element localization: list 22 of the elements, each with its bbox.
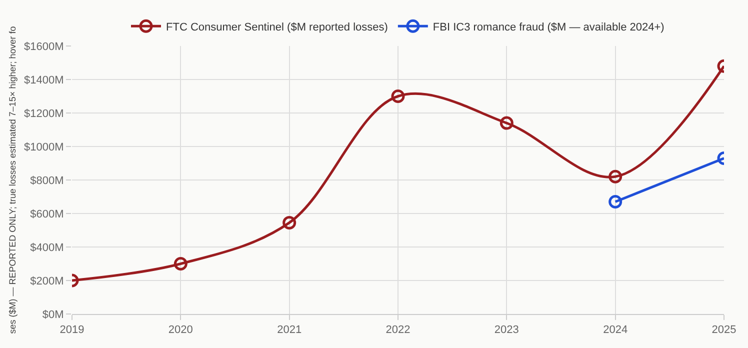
point [391, 90, 405, 103]
point [282, 216, 296, 230]
y-tick-label: $1400M [24, 74, 64, 86]
legend-label: FTC Consumer Sentinel ($M reported losses) [166, 21, 388, 34]
point [500, 116, 514, 130]
y-tick-label: $200M [30, 275, 64, 288]
y-tick-label: $1200M [24, 108, 64, 120]
y-tick-label: $1600M [24, 40, 64, 53]
x-tick-label: 2022 [386, 324, 410, 336]
y-tick-label: $0M [42, 308, 64, 321]
y-tick-label: $1000M [24, 141, 64, 154]
x-tick-label: 2025 [712, 324, 736, 336]
y-tick-label: $400M [30, 242, 64, 254]
y-axis-title: ses ($M) — REPORTED ONLY; true losses estimated 7–15× higher; hover fo [7, 26, 18, 334]
x-tick-label: 2020 [168, 324, 193, 336]
x-tick-label: 2019 [60, 324, 84, 336]
x-tick-label: 2023 [494, 324, 519, 336]
x-tick-label: 2021 [277, 324, 302, 336]
y-tick-label: $800M [30, 174, 64, 187]
legend-label: FBI IC3 romance fraud ($M — available 2024+) [432, 21, 664, 34]
x-tick-label: 2024 [603, 324, 628, 336]
y-tick-label: $600M [30, 208, 64, 220]
